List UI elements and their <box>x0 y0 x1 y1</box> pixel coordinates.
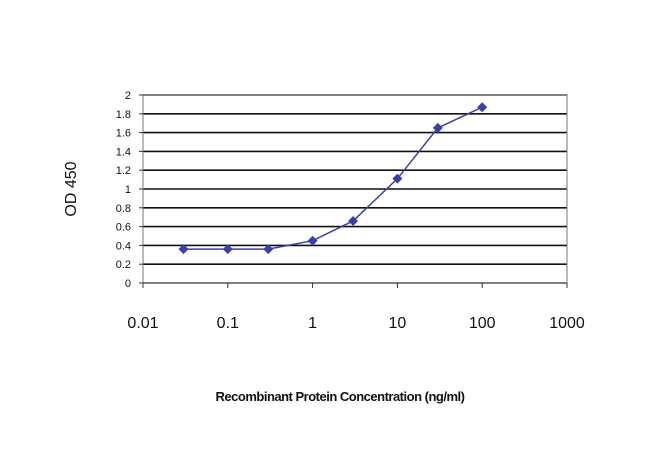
x-tick-label: 10 <box>389 315 407 332</box>
series-line <box>183 106 483 250</box>
data-point <box>307 235 318 246</box>
data-point <box>263 244 274 255</box>
y-tick-label: 0.2 <box>116 259 131 271</box>
series <box>178 102 488 255</box>
y-tick-label: 0.6 <box>116 222 131 234</box>
x-tick-label: 100 <box>469 315 496 332</box>
y-tick-labels: 0 0.2 0.4 0.6 0.8 1 1.2 1.4 1.6 1.8 2 <box>116 90 143 290</box>
x-axis-label: Recombinant Protein Concentration (ng/ml… <box>216 389 465 404</box>
gridlines <box>143 94 567 284</box>
y-tick-label: 1.8 <box>116 109 131 121</box>
y-tick-label: 2 <box>125 90 131 102</box>
y-tick-label: 0.4 <box>116 240 131 252</box>
y-tick-label: 0.8 <box>116 203 131 215</box>
data-point <box>348 215 359 226</box>
y-tick-label: 0 <box>125 278 131 290</box>
x-tick-label: 1000 <box>549 315 585 332</box>
y-tick-label: 1.4 <box>116 146 131 158</box>
y-tick-label: 1.2 <box>116 165 131 177</box>
x-tick-label: 0.01 <box>127 315 158 332</box>
data-point <box>222 244 233 255</box>
data-point <box>432 122 443 133</box>
data-point <box>477 102 488 113</box>
y-tick-label: 1.6 <box>116 128 131 140</box>
x-tick-label: 0.1 <box>217 315 239 332</box>
y-axis-label: OD 450 <box>63 161 80 216</box>
y-tick-label: 1 <box>125 184 131 196</box>
data-point <box>178 244 189 255</box>
x-tick-labels: 0.01 0.1 1 10 100 1000 <box>127 283 585 332</box>
data-point <box>392 173 403 184</box>
x-tick-label: 1 <box>308 315 317 332</box>
